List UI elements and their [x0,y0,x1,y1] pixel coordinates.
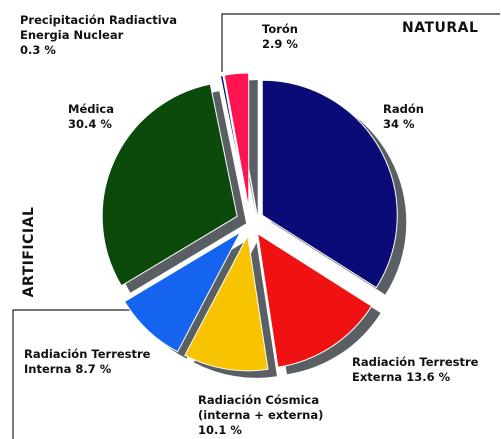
slice [256,232,373,368]
category-label: Radiación Cósmica (interna + externa) [198,393,324,422]
slice [101,83,238,287]
slice [184,234,269,372]
category-label: Radón [383,102,424,116]
slice [223,72,250,209]
slice [219,74,248,209]
value-label: 10.1 % [198,423,242,437]
category-label: Médica [68,102,114,116]
value-label: 30.4 % [68,117,112,131]
value-label: 2.9 % [262,37,298,51]
category-label: Radiación Terrestre Externa [352,355,479,384]
slice-label: Radiación Cósmica (interna + externa) 10… [198,393,348,438]
slice [261,79,398,289]
slice-label: Radón 34 % [383,102,473,132]
value-label: 34 % [383,117,415,131]
slice-label: Médica 30.4 % [68,102,158,132]
natural-label: NATURAL [402,20,479,36]
slice-label: Torón 2.9 % [262,22,332,52]
artificial-bracket [12,309,135,439]
pie [101,72,407,378]
slice-label: Precipitación Radiactiva Energia Nuclear… [20,13,205,58]
natural-bracket [221,13,500,72]
value-label: 0.3 % [20,43,56,57]
slice-label: Radiación Terrestre Externa 13.6 % [352,355,501,385]
value-label: 13.6 % [406,370,451,384]
category-label: Precipitación Radiactiva Energia Nuclear [20,13,178,42]
slice-label: Radiación Terrestre Interna 8.7 % [24,347,159,377]
value-label: 8.7 % [75,362,112,376]
category-label: Torón [262,22,298,36]
category-label: Radiación Terrestre Interna [24,347,151,376]
slice [123,230,242,353]
artificial-label: ARTIFICIAL [21,206,37,298]
